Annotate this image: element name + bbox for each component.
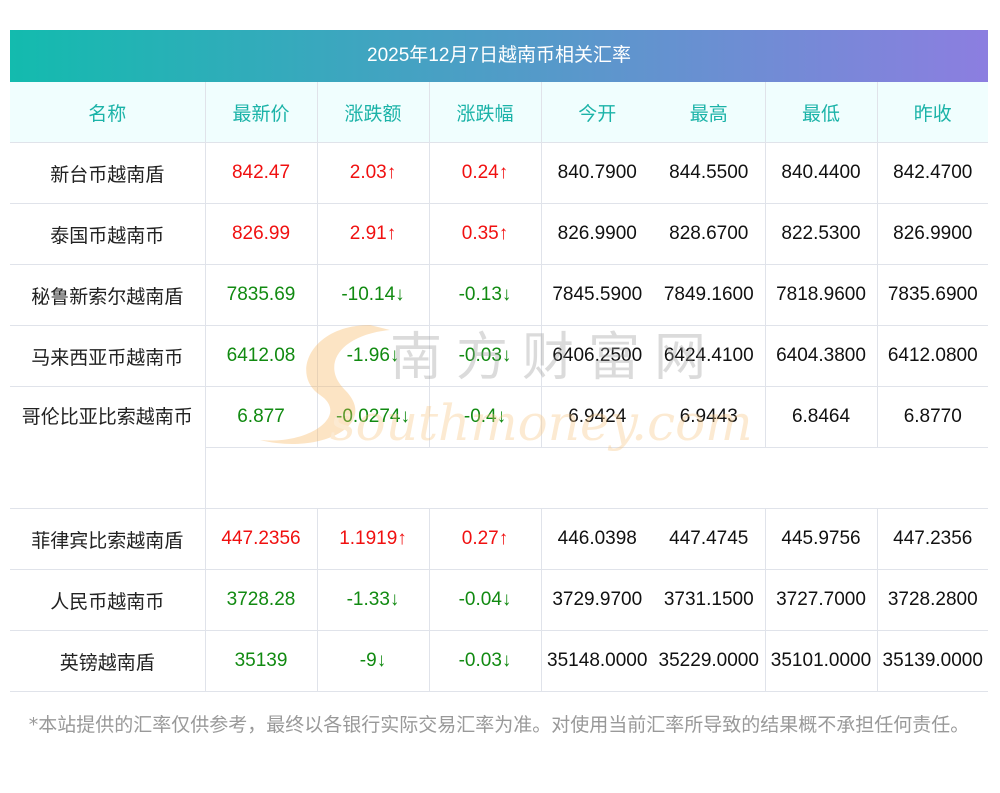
cell-change: 1.1919↑ [317,508,430,570]
column-header: 昨收 [877,82,988,143]
currency-name: 马来西亚币越南币 [10,325,206,387]
cell-open: 35148.0000 [541,630,653,692]
cell-open: 840.7900 [541,142,653,204]
disclaimer-note: *本站提供的汇率仅供参考，最终以各银行实际交易汇率为准。对使用当前汇率所导致的结… [28,714,970,736]
table-row-continuation [10,447,988,509]
cell-open: 3729.9700 [541,569,653,631]
cell-low: 840.4400 [765,142,878,204]
cell-pct: 0.35↑ [429,203,542,265]
cell-latest: 447.2356 [205,508,318,570]
table-row: 哥伦比亚比索越南币 6.877 -0.0274↓ -0.4↓ 6.9424 6.9443 6… [10,386,988,509]
table-row: 马来西亚币越南币 6412.08 -1.96↓ -0.03↓ 6406.2500 6424… [10,325,988,387]
column-header: 今开 [541,82,653,143]
cell-change: -1.96↓ [317,325,430,387]
cell-high: 6424.4100 [653,325,766,387]
cell-latest: 7835.69 [205,264,318,326]
cell-pct: -0.03↓ [429,630,542,692]
currency-name: 哥伦比亚比索越南币 [10,386,206,509]
cell-pct: 0.27↑ [429,508,542,570]
currency-name: 泰国币越南币 [10,203,206,265]
cell-change: -10.14↓ [317,264,430,326]
cell-open: 446.0398 [541,508,653,570]
cell-latest: 3728.28 [205,569,318,631]
cell-change: 2.03↑ [317,142,430,204]
cell-latest: 826.99 [205,203,318,265]
cell-pct: -0.04↓ [429,569,542,631]
cell-high: 7849.1600 [653,264,766,326]
cell-open: 6406.2500 [541,325,653,387]
cell-low: 445.9756 [765,508,878,570]
cell-prev: 826.9900 [877,203,988,265]
column-header: 最新价 [205,82,318,143]
cell-prev: 447.2356 [877,508,988,570]
cell-latest: 35139 [205,630,318,692]
cell-low: 3727.7000 [765,569,878,631]
column-header: 涨跌幅 [429,82,542,143]
cell-high: 35229.0000 [653,630,766,692]
cell-high: 844.5500 [653,142,766,204]
cell-open: 7845.5900 [541,264,653,326]
table-row: 新台币越南盾 842.47 2.03↑ 0.24↑ 840.7900 844.5500 84… [10,142,988,204]
cell-low: 6.8464 [765,386,878,448]
currency-name: 英镑越南盾 [10,630,206,692]
empty-cell [205,447,988,509]
table-header: 名称 最新价 涨跌额 涨跌幅 今开 最高 最低 昨收 [10,82,988,143]
cell-prev: 842.4700 [877,142,988,204]
cell-prev: 3728.2800 [877,569,988,631]
column-header: 名称 [10,82,206,143]
table-row: 人民币越南币 3728.28 -1.33↓ -0.04↓ 3729.9700 3731.1… [10,569,988,631]
cell-prev: 6412.0800 [877,325,988,387]
cell-pct: -0.4↓ [429,386,542,448]
cell-change: -1.33↓ [317,569,430,631]
cell-latest: 6.877 [205,386,318,448]
table-row: 秘鲁新索尔越南盾 7835.69 -10.14↓ -0.13↓ 7845.5900 784… [10,264,988,326]
currency-name: 人民币越南币 [10,569,206,631]
currency-name: 秘鲁新索尔越南盾 [10,264,206,326]
cell-change: 2.91↑ [317,203,430,265]
cell-high: 3731.1500 [653,569,766,631]
cell-low: 6404.3800 [765,325,878,387]
table-row: 泰国币越南币 826.99 2.91↑ 0.35↑ 826.9900 828.6700 82… [10,203,988,265]
cell-prev: 6.8770 [877,386,988,448]
exchange-rate-table: 名称 最新价 涨跌额 涨跌幅 今开 最高 最低 昨收 新台币越南盾 842.47 2.03↑ 0.2… [10,82,988,692]
currency-name: 新台币越南盾 [10,142,206,204]
cell-latest: 6412.08 [205,325,318,387]
cell-high: 828.6700 [653,203,766,265]
column-header: 最低 [765,82,878,143]
cell-latest: 842.47 [205,142,318,204]
cell-change: -9↓ [317,630,430,692]
page-title: 2025年12月7日越南币相关汇率 [10,30,988,82]
cell-high: 447.4745 [653,508,766,570]
table-row: 英镑越南盾 35139 -9↓ -0.03↓ 35148.0000 35229.0000 3… [10,630,988,692]
cell-pct: -0.03↓ [429,325,542,387]
cell-high: 6.9443 [653,386,766,448]
column-header: 涨跌额 [317,82,430,143]
cell-pct: -0.13↓ [429,264,542,326]
cell-low: 7818.9600 [765,264,878,326]
cell-low: 822.5300 [765,203,878,265]
column-header: 最高 [653,82,766,143]
cell-prev: 35139.0000 [877,630,988,692]
currency-name: 菲律宾比索越南盾 [10,508,206,570]
table-row: 菲律宾比索越南盾 447.2356 1.1919↑ 0.27↑ 446.0398 447.… [10,508,988,570]
cell-low: 35101.0000 [765,630,878,692]
cell-open: 826.9900 [541,203,653,265]
cell-change: -0.0274↓ [317,386,430,448]
cell-open: 6.9424 [541,386,653,448]
cell-prev: 7835.6900 [877,264,988,326]
cell-pct: 0.24↑ [429,142,542,204]
